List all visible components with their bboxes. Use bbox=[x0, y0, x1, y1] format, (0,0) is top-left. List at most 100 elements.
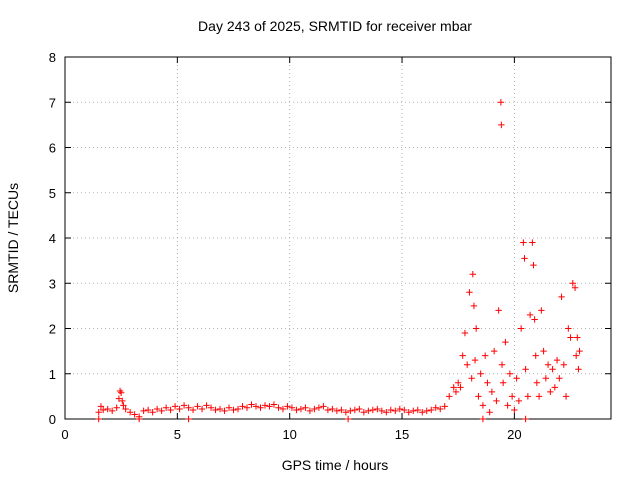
y-tick-label: 8 bbox=[49, 50, 56, 65]
data-point bbox=[365, 407, 372, 415]
data-point bbox=[470, 302, 478, 310]
data-point bbox=[423, 407, 430, 415]
data-point bbox=[490, 347, 498, 355]
data-point bbox=[257, 404, 264, 411]
data-point bbox=[248, 401, 255, 408]
y-tick-label: 6 bbox=[49, 141, 56, 156]
data-point bbox=[113, 404, 120, 411]
data-point bbox=[432, 404, 439, 411]
data-point bbox=[499, 379, 507, 386]
data-point bbox=[414, 406, 421, 414]
data-point bbox=[560, 361, 568, 368]
data-point bbox=[115, 395, 123, 402]
data-point bbox=[441, 403, 448, 410]
y-tick-label: 1 bbox=[49, 367, 56, 382]
data-point bbox=[565, 325, 572, 332]
data-point bbox=[575, 366, 582, 373]
data-point bbox=[533, 379, 541, 386]
data-point bbox=[463, 361, 471, 368]
data-point bbox=[212, 406, 219, 414]
data-point bbox=[126, 409, 134, 416]
data-point bbox=[574, 334, 581, 341]
data-point bbox=[401, 406, 408, 414]
data-point bbox=[549, 366, 556, 373]
data-point bbox=[144, 406, 152, 414]
x-tick-label: 15 bbox=[395, 427, 409, 442]
data-point bbox=[279, 405, 287, 413]
data-point bbox=[383, 409, 390, 416]
data-point bbox=[526, 311, 534, 319]
data-point bbox=[266, 403, 273, 410]
data-point bbox=[457, 384, 464, 391]
data-point bbox=[524, 393, 532, 400]
data-point bbox=[556, 375, 563, 382]
data-point bbox=[252, 403, 260, 410]
y-axis-label: SRMTID / TECUs bbox=[5, 183, 21, 293]
data-point bbox=[531, 316, 538, 323]
data-point bbox=[532, 352, 539, 359]
data-point bbox=[521, 255, 528, 262]
data-point bbox=[158, 407, 165, 415]
data-point bbox=[558, 293, 565, 301]
grid-lines bbox=[65, 57, 611, 419]
data-point bbox=[498, 121, 505, 129]
data-point bbox=[194, 403, 201, 410]
data-point bbox=[452, 388, 460, 396]
data-point bbox=[306, 407, 314, 415]
data-point bbox=[472, 325, 480, 332]
data-point bbox=[153, 405, 161, 413]
data-point bbox=[311, 405, 318, 413]
y-tick-label: 0 bbox=[49, 412, 56, 427]
data-point bbox=[520, 239, 527, 246]
data-point bbox=[275, 404, 282, 411]
data-point bbox=[149, 409, 156, 416]
data-point bbox=[493, 397, 500, 405]
data-point bbox=[535, 393, 543, 400]
data-point bbox=[498, 361, 506, 368]
data-point bbox=[369, 406, 377, 414]
x-tick-label: 5 bbox=[174, 427, 181, 442]
data-point bbox=[95, 415, 102, 423]
data-point bbox=[360, 409, 368, 416]
data-point bbox=[481, 352, 489, 359]
data-point bbox=[508, 393, 516, 400]
data-point bbox=[387, 406, 395, 414]
data-point bbox=[338, 406, 345, 414]
data-point bbox=[504, 402, 511, 409]
data-point bbox=[374, 405, 381, 413]
data-point bbox=[497, 99, 505, 106]
data-point bbox=[506, 370, 514, 377]
data-point bbox=[108, 407, 116, 415]
y-tick-label: 5 bbox=[49, 186, 56, 201]
data-point bbox=[329, 405, 336, 413]
data-point bbox=[140, 407, 147, 415]
data-point bbox=[288, 404, 296, 411]
data-point bbox=[477, 370, 484, 377]
data-point bbox=[468, 375, 475, 382]
data-point bbox=[261, 402, 269, 409]
data-point bbox=[293, 406, 300, 414]
data-point bbox=[95, 409, 102, 416]
data-point bbox=[378, 407, 386, 415]
data-point bbox=[270, 401, 278, 408]
data-point bbox=[396, 405, 403, 413]
data-point bbox=[176, 405, 183, 413]
data-point bbox=[356, 405, 363, 413]
data-point bbox=[119, 397, 126, 405]
data-point bbox=[351, 406, 359, 414]
data-point bbox=[571, 284, 579, 291]
data-point bbox=[302, 404, 309, 411]
x-tick-label: 0 bbox=[61, 427, 68, 442]
data-point bbox=[502, 338, 509, 346]
data-point bbox=[428, 406, 435, 414]
data-point bbox=[225, 404, 233, 411]
data-point bbox=[469, 271, 477, 278]
data-point bbox=[392, 407, 399, 415]
data-point bbox=[471, 356, 479, 364]
y-tick-label: 2 bbox=[49, 322, 56, 337]
data-point bbox=[171, 403, 179, 410]
data-point bbox=[479, 402, 487, 409]
data-point bbox=[495, 307, 502, 314]
